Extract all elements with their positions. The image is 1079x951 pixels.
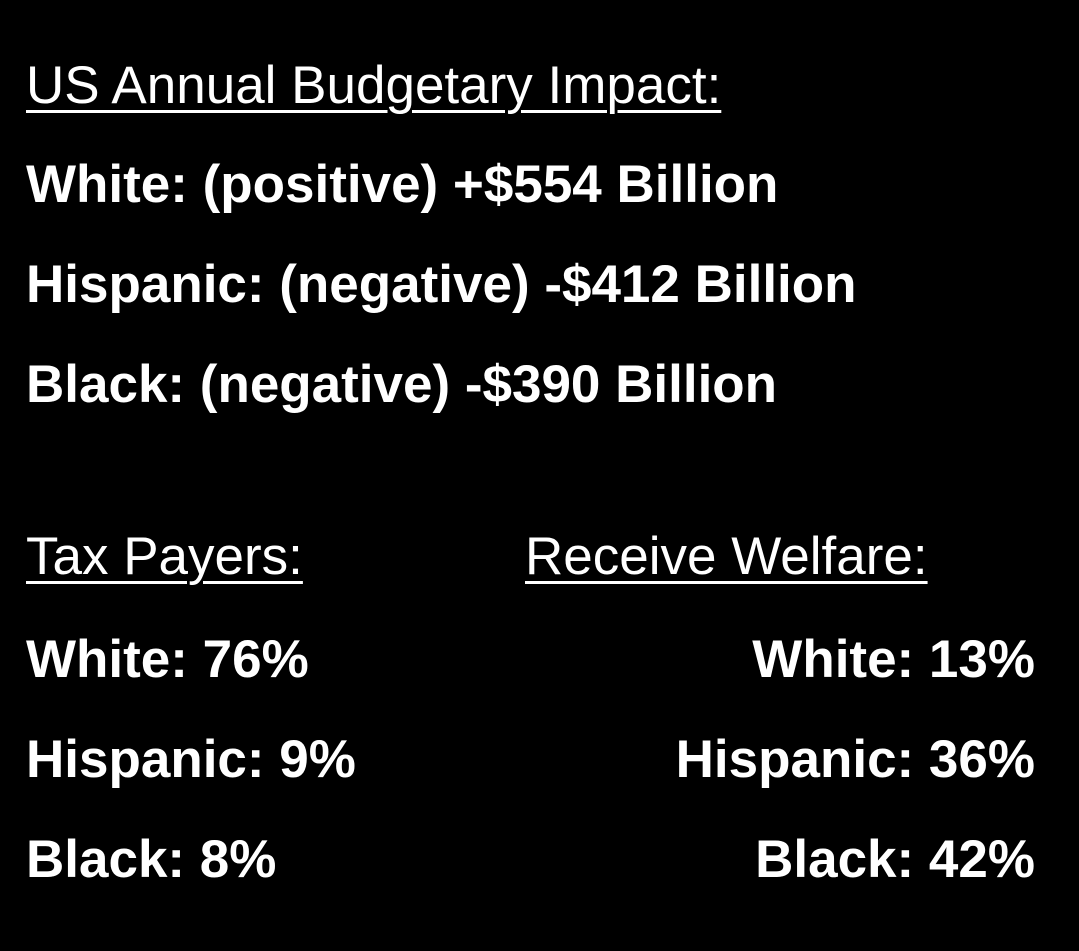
welfare-title: Receive Welfare: (525, 527, 928, 586)
impact-line: Black: (negative) -$390 Billion (26, 355, 778, 414)
welfare-row: Black: 42% (755, 830, 1035, 889)
welfare-row: White: 13% (752, 630, 1035, 689)
impact-line: Hispanic: (negative) -$412 Billion (26, 255, 857, 314)
impact-line: White: (positive) +$554 Billion (26, 155, 779, 214)
tax-payers-row: Hispanic: 9% (26, 730, 356, 789)
tax-payers-title: Tax Payers: (26, 527, 303, 586)
tax-payers-row: White: 76% (26, 630, 309, 689)
welfare-row: Hispanic: 36% (675, 730, 1035, 789)
title: US Annual Budgetary Impact: (26, 56, 722, 115)
tax-payers-row: Black: 8% (26, 830, 277, 889)
